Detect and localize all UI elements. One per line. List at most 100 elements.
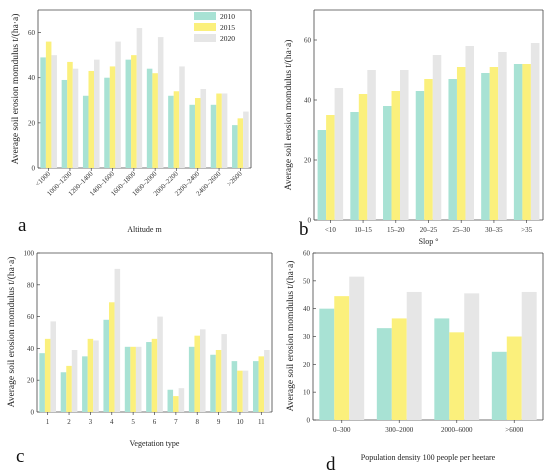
bar-b-2010-1 (350, 112, 359, 220)
bar-b-2015-6 (522, 64, 531, 220)
x-tick-label: 4 (110, 418, 114, 426)
bar-a-2015-7 (194, 98, 201, 168)
bar-a-2015-5 (152, 73, 158, 168)
bar-c-2015-6 (173, 396, 179, 412)
y-tick-label: 60 (27, 313, 35, 321)
y-axis-label: Average soil erosion momdulus t/(ha·a) (10, 14, 21, 165)
bar-c-2010-0 (39, 353, 45, 412)
bar-c-2015-3 (108, 302, 115, 412)
x-tick-label: >2600 (225, 169, 244, 188)
bar-b-2010-3 (415, 91, 425, 220)
y-tick-label: 60 (303, 250, 311, 258)
panel-label: d (326, 454, 336, 475)
y-tick-label: 20 (28, 119, 36, 127)
bar-c-2010-2 (82, 356, 88, 412)
bar-b-2015-0 (326, 115, 335, 220)
bar-a-2020-9 (243, 111, 249, 168)
bar-a-2010-2 (82, 95, 89, 168)
x-axis-label: Vegetation type (130, 439, 180, 448)
y-tick-label: 20 (27, 377, 35, 385)
bar-d-2010-2 (434, 318, 450, 420)
bar-c-2010-8 (210, 354, 216, 412)
bar-a-2015-0 (45, 41, 52, 168)
bar-a-2015-4 (131, 55, 137, 169)
bar-c-2015-9 (237, 370, 243, 412)
bar-c-2010-3 (103, 319, 109, 412)
bar-b-2020-0 (334, 88, 344, 220)
bar-c-2020-8 (221, 334, 227, 412)
bar-b-2015-4 (456, 67, 466, 220)
x-axis-label: Slop ° (419, 237, 439, 246)
bar-b-2020-5 (498, 52, 507, 220)
bar-d-2015-2 (449, 332, 465, 420)
bar-c-2020-9 (242, 370, 249, 412)
x-tick-label: <1000 (34, 169, 53, 188)
bar-a-2020-3 (115, 41, 121, 168)
y-tick-label: 0 (32, 165, 36, 173)
bar-c-2010-4 (124, 346, 131, 412)
x-tick-label: 15–20 (387, 226, 405, 234)
bar-a-2020-6 (179, 66, 185, 168)
x-tick-label: 8 (195, 418, 199, 426)
y-tick-label: 20 (303, 361, 311, 369)
bar-a-2015-3 (109, 66, 116, 168)
x-tick-label: 2000–6000 (441, 426, 473, 434)
y-tick-label: 80 (27, 281, 35, 289)
y-axis-label: Average soil erosion momdulus t/(ha·a) (6, 257, 17, 408)
legend-label-2015: 2015 (220, 23, 235, 32)
x-tick-label: >6000 (505, 426, 523, 434)
panel-label: a (18, 215, 27, 236)
bar-b-2015-2 (391, 91, 401, 220)
bar-a-2010-0 (40, 57, 46, 168)
panel-label: b (299, 219, 309, 240)
bar-c-2020-2 (93, 340, 99, 412)
x-tick-label: 7 (174, 418, 178, 426)
x-tick-label: 10 (236, 418, 244, 426)
y-tick-label: 30 (303, 333, 311, 341)
x-tick-label: 30–35 (485, 226, 503, 234)
bar-c-2010-1 (60, 372, 67, 412)
y-tick-label: 0 (31, 409, 35, 417)
bar-a-2010-7 (189, 104, 195, 168)
bar-b-2015-5 (489, 67, 499, 220)
bar-c-2020-3 (114, 268, 121, 412)
bar-c-2020-5 (157, 316, 163, 412)
y-axis-label: Average soil erosion momdulus t/(ha·a) (285, 261, 296, 412)
bar-c-2020-7 (200, 329, 206, 412)
bar-c-2020-0 (50, 321, 57, 412)
bar-c-2020-10 (264, 349, 270, 412)
legend-swatch-2020 (194, 34, 216, 42)
bar-b-2020-2 (400, 70, 409, 220)
y-tick-label: 60 (304, 37, 312, 45)
chart-panel-a: 0204060<10001000–12001200–14001400–16001… (10, 9, 252, 236)
bar-a-2020-8 (221, 93, 228, 168)
bar-a-2020-4 (136, 28, 143, 168)
bar-a-2015-9 (237, 118, 244, 168)
bar-c-2015-8 (215, 349, 222, 412)
panel-label: c (16, 446, 24, 467)
y-tick-label: 60 (28, 29, 36, 37)
bar-c-2015-1 (66, 365, 72, 412)
legend: 2010 2015 2020 (194, 12, 235, 43)
bar-b-2020-3 (432, 55, 442, 220)
bar-a-2010-8 (210, 104, 217, 168)
x-tick-label: 25–30 (452, 226, 470, 234)
legend-label-2020: 2020 (220, 34, 235, 43)
bar-a-2010-6 (168, 95, 174, 168)
bar-c-2020-4 (135, 346, 142, 412)
bar-d-2020-0 (349, 276, 365, 420)
x-axis-label: Population density 100 people per heetar… (361, 453, 496, 462)
bar-a-2015-8 (216, 93, 222, 168)
bar-a-2020-2 (94, 59, 100, 168)
x-tick-label: 3 (89, 418, 93, 426)
bar-c-2020-6 (178, 388, 185, 412)
bar-a-2010-9 (232, 125, 238, 168)
bar-b-2010-0 (317, 130, 327, 220)
bar-d-2020-2 (464, 293, 480, 420)
x-tick-label: 9 (217, 418, 221, 426)
legend-swatch-2015 (194, 23, 216, 31)
bar-d-2010-1 (376, 328, 392, 420)
y-tick-label: 40 (304, 97, 312, 105)
chart-panel-d: 0 10 20 30 40 50 60 0–300 300–2000 2000–6000 >6000… (285, 250, 544, 475)
